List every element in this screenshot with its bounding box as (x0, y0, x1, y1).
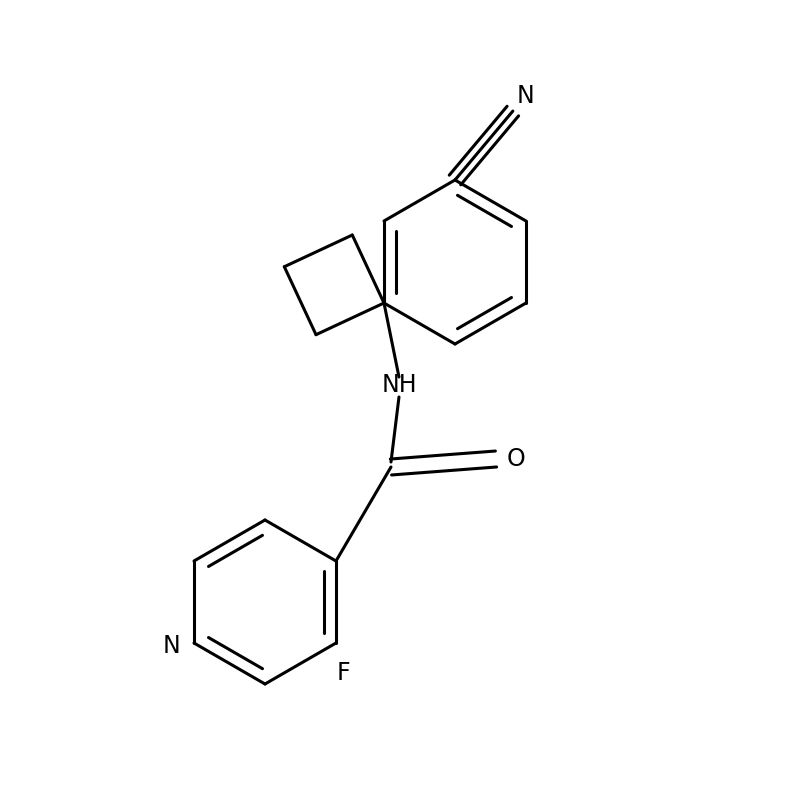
Text: O: O (506, 447, 524, 471)
Text: N: N (516, 83, 534, 107)
Text: N: N (163, 634, 181, 658)
Text: NH: NH (381, 373, 416, 397)
Text: F: F (336, 661, 349, 685)
